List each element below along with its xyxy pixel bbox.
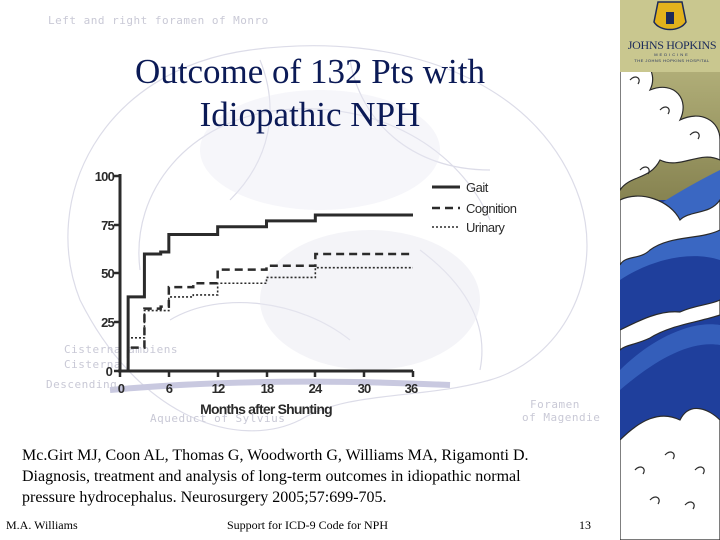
x-tick-24: 24 (309, 381, 323, 396)
great-wave-art (620, 0, 720, 540)
decorative-wave-panel: JOHNS HOPKINS MEDICINE THE JOHNS HOPKINS… (620, 0, 720, 540)
outcome-step-chart: 100 75 50 25 0 0 6 12 18 24 30 36 Months… (95, 169, 517, 417)
citation-block: Mc.Girt MJ, Coon AL, Thomas G, Woodworth… (22, 445, 612, 508)
citation-line-1: Mc.Girt MJ, Coon AL, Thomas G, Woodworth… (22, 447, 529, 464)
title-line-1: Outcome of 132 Pts with (135, 52, 485, 91)
johns-hopkins-logo: JOHNS HOPKINS MEDICINE THE JOHNS HOPKINS… (620, 0, 720, 70)
slide-number: 13 (579, 518, 591, 532)
x-axis-title: Months after Shunting (200, 401, 332, 417)
y-tick-50: 50 (101, 266, 114, 281)
series-layer (126, 213, 413, 371)
chart-legend: Gait Cognition Urinary (432, 180, 517, 235)
x-ticks (118, 371, 415, 377)
logo-name: JOHNS HOPKINS (627, 38, 717, 52)
bg-label-magendie: of Magendie (522, 411, 601, 424)
citation-line-3: pressure hydrocephalus. Neurosurgery 200… (22, 489, 387, 506)
y-tick-75: 75 (101, 218, 114, 233)
series-gait-line (126, 213, 413, 371)
citation-line-2: Diagnosis, treatment and analysis of lon… (22, 468, 521, 485)
x-tick-12: 12 (212, 381, 225, 396)
bg-label-foramen-monro: Left and right foramen of Monro (48, 14, 269, 27)
x-tick-6: 6 (166, 381, 173, 396)
legend-cognition-label: Cognition (466, 201, 517, 216)
series-urinary-line (127, 266, 413, 371)
x-tick-36: 36 (405, 381, 418, 396)
x-tick-18: 18 (261, 381, 274, 396)
bg-label-foramen: Foramen (530, 398, 580, 411)
legend-gait-label: Gait (466, 180, 489, 195)
footer-title: Support for ICD-9 Code for NPH (227, 518, 388, 532)
bg-label-descending: Descending (46, 378, 118, 391)
x-tick-0: 0 (118, 381, 125, 396)
logo-subtitle: MEDICINE (654, 52, 690, 57)
legend-urinary-label: Urinary (466, 220, 505, 235)
x-tick-30: 30 (358, 381, 371, 396)
x-tick-labels: 0 6 12 18 24 30 36 (118, 381, 419, 396)
brain-illustration-background (67, 45, 588, 432)
series-cognition-line (126, 252, 413, 371)
title-line-2: Idiopathic NPH (199, 95, 421, 134)
y-tick-25: 25 (101, 315, 114, 330)
footer-author: M.A. Williams (6, 518, 78, 532)
chart-axes (118, 174, 413, 373)
bg-label-cisterna: Cisterna (64, 358, 121, 371)
y-tick-100: 100 (95, 169, 115, 184)
y-tick-labels: 100 75 50 25 0 (95, 169, 116, 379)
slide-title: Outcome of 132 Pts with Idiopathic NPH (80, 50, 540, 136)
y-tick-0: 0 (106, 364, 113, 379)
bg-label-aqueduct: Aqueduct of Sylvius (150, 412, 286, 425)
logo-hospital: THE JOHNS HOPKINS HOSPITAL (634, 58, 710, 63)
